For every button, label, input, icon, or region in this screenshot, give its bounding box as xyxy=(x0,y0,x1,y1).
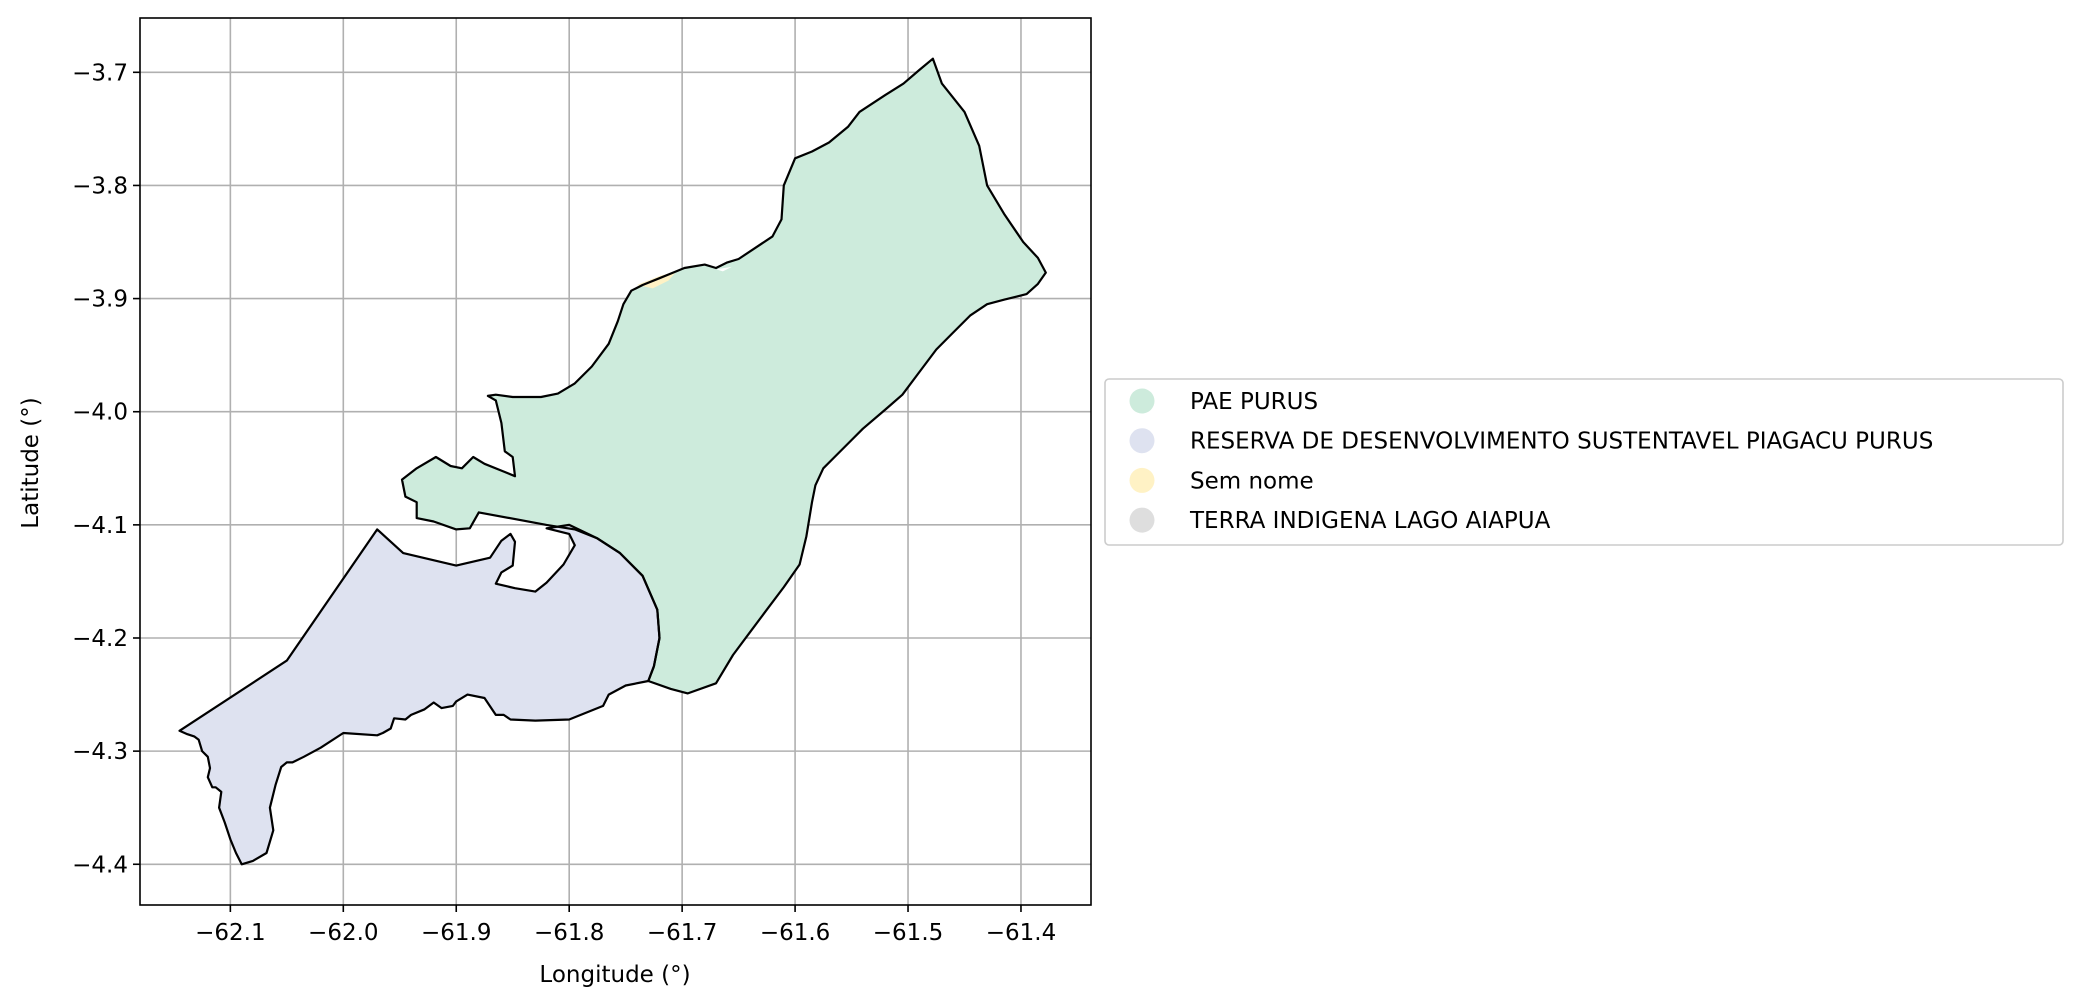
y-axis-label: Latitude (°) xyxy=(18,397,44,528)
legend-frame xyxy=(1104,378,2064,546)
x-tick-label: −61.7 xyxy=(647,920,717,946)
legend-marker-pae-purus xyxy=(1129,388,1155,414)
x-axis-label: Longitude (°) xyxy=(539,962,690,988)
legend-label: PAE PURUS xyxy=(1190,389,1318,415)
map-legend: PAE PURUS RESERVA DE DESENVOLVIMENTO SUST… xyxy=(1104,378,2064,546)
region-polygons xyxy=(178,57,1047,866)
x-tick-label: −61.6 xyxy=(760,920,830,946)
legend-marker-sem-nome xyxy=(1129,467,1155,493)
region-reserva-de-desenvolvimento-sustentavel-piagacu-purus xyxy=(179,524,660,865)
axes-frame xyxy=(139,17,1092,906)
region-pae-purus xyxy=(402,58,1046,694)
x-tick-label: −61.5 xyxy=(873,920,943,946)
legend-label: Sem nome xyxy=(1190,468,1314,494)
y-tick-label: −4.3 xyxy=(72,739,128,765)
y-tick-label: −4.1 xyxy=(72,513,128,539)
x-tick-label: −62.1 xyxy=(195,920,265,946)
x-tick-label: −62.0 xyxy=(308,920,378,946)
region-sem-nome xyxy=(716,266,732,272)
legend-label: RESERVA DE DESENVOLVIMENTO SUSTENTAVEL P… xyxy=(1190,429,1933,455)
region-outline-reserva-de-desenvolvimento-sustentavel-piagacu-purus xyxy=(178,523,661,866)
x-tick-label: −61.8 xyxy=(534,920,604,946)
y-tick-label: −4.0 xyxy=(72,400,128,426)
y-tick-label: −4.4 xyxy=(72,852,128,878)
y-tick-label: −4.2 xyxy=(72,626,128,652)
y-tick-label: −3.9 xyxy=(72,287,128,313)
axis-ticks: −62.1 −62.0 −61.9 −61.8 −61.7 −61.6 −61.5 −61.4… xyxy=(72,60,1056,946)
y-tick-label: −3.8 xyxy=(72,173,128,199)
legend-items: PAE PURUS RESERVA DE DESENVOLVIMENTO SUST… xyxy=(1129,388,1933,534)
x-tick-label: −61.4 xyxy=(986,920,1056,946)
map-plot-area: −62.1 −62.0 −61.9 −61.8 −61.7 −61.6 −61.5 −61.4… xyxy=(72,17,1092,946)
x-tick-label: −61.9 xyxy=(421,920,491,946)
region-outline-pae-purus xyxy=(400,57,1047,695)
legend-marker-terra-indigena-lago-aiapua xyxy=(1129,507,1155,533)
legend-label: TERRA INDIGENA LAGO AIAPUA xyxy=(1189,508,1551,534)
y-tick-label: −3.7 xyxy=(72,60,128,86)
legend-marker-reserva-de-desenvolvimento-sustentavel-piagacu-purus xyxy=(1129,428,1155,454)
